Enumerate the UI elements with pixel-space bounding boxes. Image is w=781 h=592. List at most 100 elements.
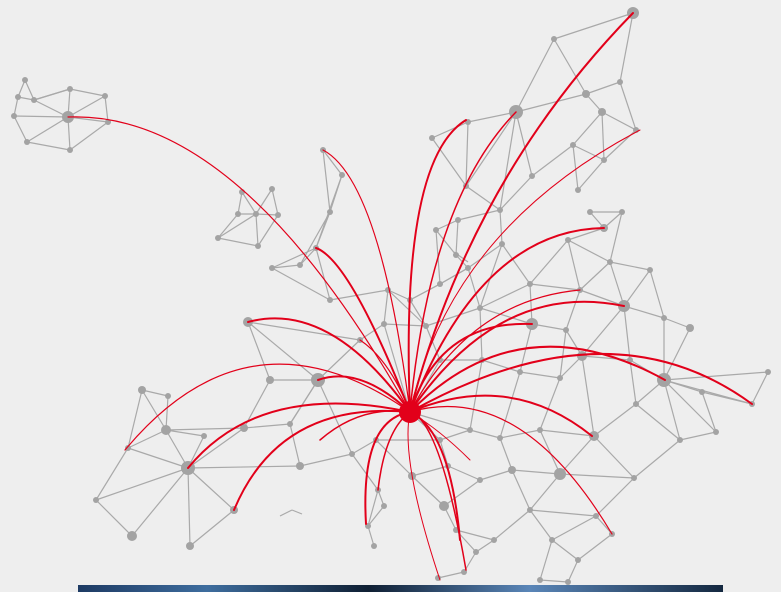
network-node [11, 113, 17, 119]
mesh-edge [481, 359, 521, 373]
mesh-edge [67, 95, 106, 118]
mesh-edge [33, 99, 69, 118]
mesh-edge [289, 379, 319, 425]
mesh-edge [511, 469, 561, 475]
network-node [497, 435, 503, 441]
connection-arcs [67, 12, 753, 581]
mesh-edge [501, 243, 531, 285]
network-node [165, 393, 171, 399]
mesh-edge [247, 321, 361, 341]
network-node [255, 243, 261, 249]
network-node [339, 172, 345, 178]
connection-arc [377, 411, 411, 491]
network-node [593, 513, 599, 519]
mesh-edge [435, 229, 457, 256]
mesh-edge [26, 116, 69, 143]
connection-arc [409, 129, 641, 413]
mesh-edge [457, 209, 501, 221]
network-node [677, 437, 683, 443]
mesh-edge [247, 321, 319, 381]
network-node [15, 94, 21, 100]
mesh-edge [95, 447, 129, 501]
mesh-edge [104, 95, 109, 123]
mesh-edge [359, 323, 385, 341]
network-node [467, 427, 473, 433]
network-node [24, 139, 30, 145]
network-node [253, 211, 259, 217]
mesh-edge [455, 529, 495, 541]
network-node [22, 77, 28, 83]
network-node [477, 477, 483, 483]
network-node [713, 429, 719, 435]
mesh-edge [479, 243, 503, 309]
mesh-edge [131, 467, 189, 537]
mesh-edge [443, 479, 481, 507]
mesh-edge [663, 327, 691, 381]
mesh-edge [567, 559, 579, 583]
mesh-edge [165, 429, 189, 469]
mesh-edge [493, 509, 531, 541]
mesh-edge [299, 247, 317, 266]
mesh-edge [13, 115, 69, 118]
connection-arc [409, 411, 471, 461]
mesh-edge [585, 81, 621, 95]
mesh-edge [572, 144, 579, 191]
network-node [598, 108, 606, 116]
mesh-edge [69, 121, 109, 151]
mesh-edge [559, 329, 567, 379]
mesh-edge [499, 371, 521, 439]
connection-arc [233, 409, 411, 511]
network-node [186, 542, 194, 550]
mesh-edge [531, 144, 574, 177]
photo-strip [78, 585, 723, 592]
network-node [269, 186, 275, 192]
network-node [601, 157, 607, 163]
network-node [138, 386, 146, 394]
mesh-edge [593, 403, 637, 437]
mesh-edge [663, 371, 769, 381]
network-node [465, 265, 471, 271]
mesh-edge [551, 539, 579, 561]
network-node [554, 468, 566, 480]
mesh-edge [567, 239, 611, 263]
mesh-edge [581, 355, 595, 437]
mesh-edge [553, 12, 634, 40]
mesh-edge [539, 539, 553, 581]
network-node [437, 437, 443, 443]
network-node [527, 281, 533, 287]
network-node [235, 211, 241, 217]
mesh-edge [95, 467, 189, 501]
network-node [127, 531, 137, 541]
network-node [619, 209, 625, 215]
mesh-edge [447, 465, 481, 481]
central-hub-node[interactable] [399, 401, 421, 423]
mesh-edge [255, 188, 273, 215]
mesh-edge [663, 379, 753, 405]
mesh-edge [455, 219, 459, 256]
network-node [527, 507, 533, 513]
network-node [551, 36, 557, 42]
mesh-edge [425, 307, 481, 327]
mesh-edge [13, 115, 28, 143]
mesh-edge [322, 149, 343, 176]
mesh-edge [601, 111, 637, 131]
network-node [529, 173, 535, 179]
mesh-edge [499, 437, 513, 471]
mesh-edge [679, 431, 717, 441]
network-node [473, 549, 479, 555]
mesh-edge [279, 509, 293, 517]
connection-arc [317, 375, 411, 413]
mesh-edge [593, 435, 635, 479]
network-node [275, 212, 281, 218]
mesh-edge [24, 79, 35, 101]
mesh-edge [577, 159, 605, 191]
network-node [491, 537, 497, 543]
mesh-edge [351, 453, 379, 491]
network-node [570, 142, 576, 148]
mesh-edge [141, 389, 167, 431]
mesh-edge [241, 191, 257, 215]
mesh-edge [649, 269, 665, 319]
network-node [563, 327, 569, 333]
